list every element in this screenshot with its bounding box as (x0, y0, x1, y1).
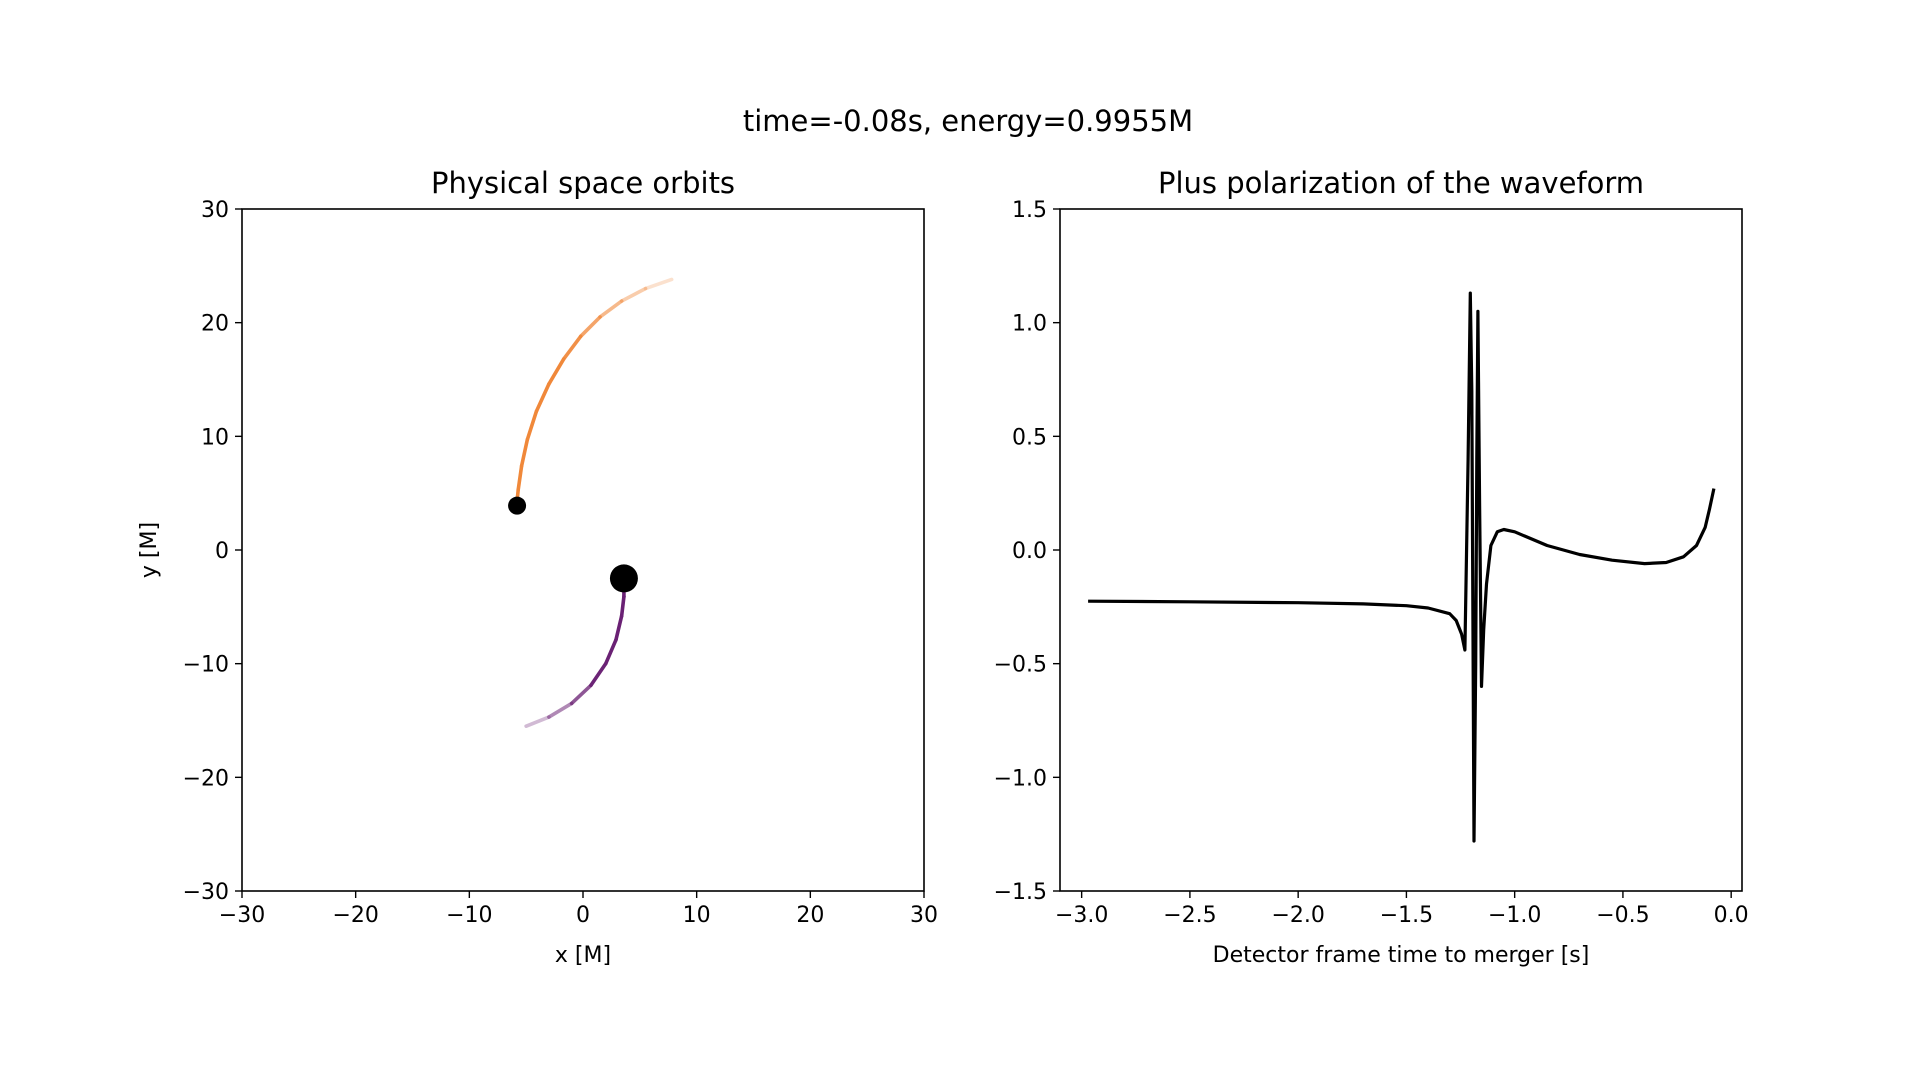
orbits-x-tick-label: 0 (576, 903, 590, 928)
waveform-y-tick-label: 1.0 (1012, 312, 1047, 337)
orbit-trail-segment-0 (516, 464, 524, 492)
orbits-y-ticks: −30 −20 −10 0 10 20 30 (183, 198, 242, 905)
waveform-x-axis-label: Detector frame time to merger [s] (1213, 943, 1590, 968)
orbits-y-tick-label: 10 (201, 425, 229, 450)
orbit-trail-segment-0 (598, 299, 624, 319)
waveform-x-ticks: −3.0 −2.5 −2.0 −1.5 −1.0 −0.5 0.0 (1055, 891, 1749, 928)
waveform-y-ticks: −1.5 −1.0 −0.5 0.0 0.5 1.0 1.5 (994, 198, 1060, 905)
waveform-x-tick-label: −3.0 (1055, 903, 1108, 928)
orbit-trail-segment-0 (578, 315, 602, 339)
orbits-x-tick-label: 10 (683, 903, 711, 928)
orbits-axes-title: Physical space orbits (431, 166, 735, 200)
orbits-plot-area (508, 277, 674, 728)
orbit-trail-segment-0 (619, 286, 648, 303)
waveform-axes-title: Plus polarization of the waveform (1158, 166, 1644, 200)
waveform-y-tick-label: 0.0 (1012, 539, 1047, 564)
orbits-y-tick-label: 20 (201, 312, 229, 337)
orbits-y-tick-label: 0 (215, 539, 229, 564)
orbit-trail-segment-1 (547, 701, 574, 719)
waveform-y-tick-label: −1.5 (994, 880, 1047, 905)
orbit-trail-segment-0 (561, 334, 583, 361)
waveform-y-tick-label: −1.0 (994, 766, 1047, 791)
waveform-plot-area (1088, 291, 1716, 843)
orbits-x-axis-label: x [M] (555, 943, 611, 968)
waveform-x-tick-label: −2.5 (1163, 903, 1216, 928)
orbit-trail-segment-0 (547, 357, 566, 386)
orbits-y-axis-label: y [M] (137, 522, 162, 578)
black-hole-0 (508, 496, 527, 515)
orbit-trail-segment-1 (569, 683, 593, 706)
orbit-trail-segment-1 (524, 715, 551, 728)
waveform-y-tick-label: −0.5 (994, 653, 1047, 678)
orbits-y-tick-label: −30 (183, 880, 229, 905)
waveform-x-tick-label: −2.0 (1271, 903, 1324, 928)
orbits-y-tick-label: −20 (183, 766, 229, 791)
waveform-x-tick-label: −0.5 (1596, 903, 1649, 928)
waveform-y-tick-label: 1.5 (1012, 198, 1047, 223)
orbit-trail-segment-0 (525, 409, 539, 442)
orbits-x-tick-label: −20 (332, 903, 378, 928)
orbits-x-tick-label: 30 (910, 903, 938, 928)
orbit-trail-segment-0 (519, 437, 530, 468)
orbits-x-tick-label: −10 (446, 903, 492, 928)
orbit-trail-segment-1 (619, 594, 626, 618)
figure-suptitle: time=-0.08s, energy=0.9955M (743, 104, 1193, 138)
waveform-x-tick-label: −1.0 (1488, 903, 1541, 928)
orbit-trail-segment-0 (534, 382, 551, 414)
orbits-x-tick-label: 20 (796, 903, 824, 928)
orbit-trail-segment-0 (643, 277, 674, 291)
orbit-trail-segment-1 (614, 614, 624, 642)
black-hole-1 (609, 564, 638, 593)
orbits-x-tick-label: −30 (219, 903, 265, 928)
orbits-axes: Physical space orbits −30 −20 −10 0 10 20 30 −… (137, 166, 938, 968)
orbit-trail-segment-1 (589, 661, 608, 688)
waveform-x-tick-label: −1.5 (1380, 903, 1433, 928)
waveform-line (1088, 291, 1716, 843)
waveform-y-tick-label: 0.5 (1012, 425, 1047, 450)
orbit-trail-segment-1 (603, 637, 618, 666)
waveform-axes: Plus polarization of the waveform −3.0 −2… (994, 166, 1749, 968)
orbits-y-tick-label: 30 (201, 198, 229, 223)
orbits-y-tick-label: −10 (183, 653, 229, 678)
orbits-x-ticks: −30 −20 −10 0 10 20 30 (219, 891, 938, 928)
waveform-x-tick-label: 0.0 (1714, 903, 1749, 928)
